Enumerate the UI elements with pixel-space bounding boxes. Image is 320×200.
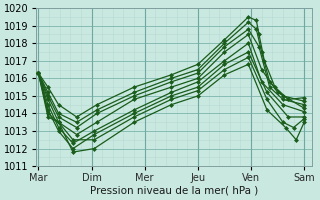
X-axis label: Pression niveau de la mer( hPa ): Pression niveau de la mer( hPa ) <box>90 186 258 196</box>
